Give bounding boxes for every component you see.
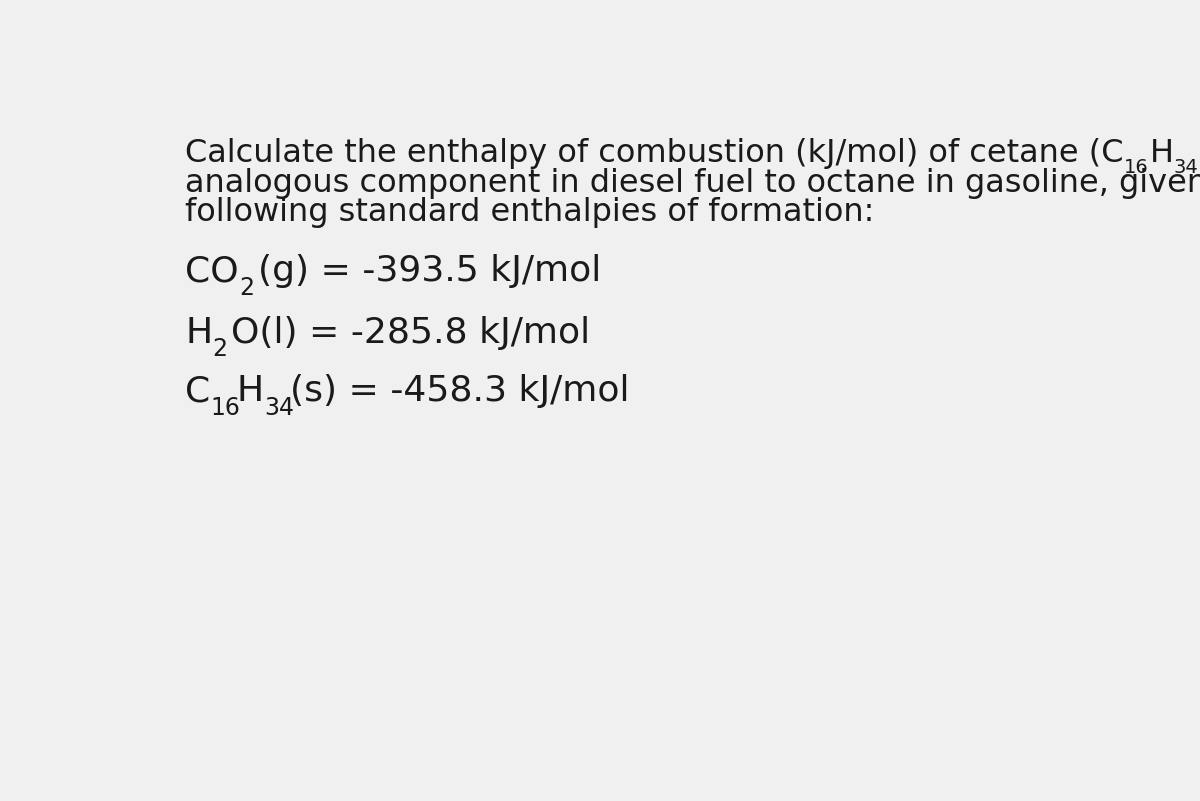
- Text: 2: 2: [239, 276, 254, 300]
- Text: analogous component in diesel fuel to octane in gasoline, given the: analogous component in diesel fuel to oc…: [185, 167, 1200, 199]
- Text: following standard enthalpies of formation:: following standard enthalpies of formati…: [185, 197, 875, 228]
- Text: Calculate the enthalpy of combustion (kJ/mol) of cetane (C: Calculate the enthalpy of combustion (kJ…: [185, 138, 1124, 169]
- Text: (g) = -393.5 kJ/mol: (g) = -393.5 kJ/mol: [258, 254, 601, 288]
- Text: C: C: [185, 374, 210, 409]
- Text: H: H: [185, 316, 212, 350]
- Text: 34: 34: [264, 396, 294, 420]
- Text: 2: 2: [212, 337, 228, 361]
- Text: (s) = -458.3 kJ/mol: (s) = -458.3 kJ/mol: [289, 374, 629, 409]
- Text: O(l) = -285.8 kJ/mol: O(l) = -285.8 kJ/mol: [232, 316, 590, 350]
- Text: H: H: [236, 374, 264, 409]
- Text: 16: 16: [1124, 159, 1148, 177]
- Text: H: H: [1150, 138, 1174, 169]
- Text: 34: 34: [1174, 159, 1199, 177]
- Text: CO: CO: [185, 254, 239, 288]
- Text: 16: 16: [210, 396, 240, 420]
